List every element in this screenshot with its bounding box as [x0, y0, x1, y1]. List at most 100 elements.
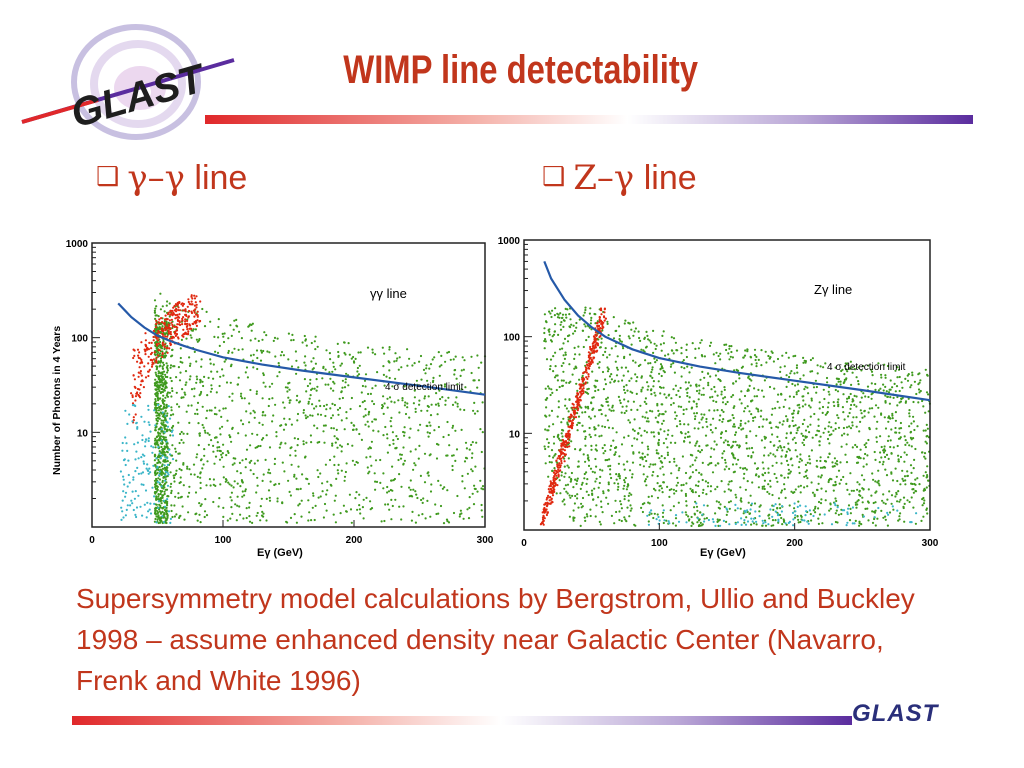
red-point	[139, 392, 142, 395]
green-point	[180, 396, 183, 399]
green-point	[213, 462, 216, 465]
green-point	[803, 486, 806, 489]
green-point	[661, 465, 664, 468]
green-point	[697, 347, 700, 350]
green-point	[879, 435, 882, 438]
green-point	[268, 496, 271, 499]
green-point	[417, 457, 420, 460]
red-point	[199, 300, 202, 303]
cyan-point	[141, 438, 144, 442]
green-point	[463, 487, 466, 490]
green-point	[475, 441, 478, 444]
green-point	[215, 436, 218, 439]
green-point	[282, 428, 286, 431]
green-point	[159, 357, 163, 360]
green-point	[197, 422, 200, 425]
green-point	[630, 507, 633, 510]
green-point	[390, 498, 393, 501]
green-point	[408, 495, 411, 498]
cyan-point	[159, 456, 162, 460]
green-point	[785, 436, 788, 439]
green-point	[290, 423, 293, 426]
cyan-point	[135, 506, 139, 509]
green-point	[768, 517, 771, 520]
green-point	[543, 327, 546, 330]
green-point	[631, 444, 634, 447]
green-point	[290, 463, 293, 466]
detection-limit-curve	[117, 302, 486, 396]
green-point	[882, 451, 886, 454]
green-point	[544, 338, 547, 341]
green-point	[854, 519, 857, 522]
green-point	[205, 514, 209, 517]
green-point	[203, 510, 207, 513]
green-point	[439, 397, 442, 401]
green-point	[926, 427, 929, 430]
green-point	[855, 395, 858, 398]
green-point	[221, 425, 224, 428]
red-point	[192, 309, 195, 312]
red-point	[157, 342, 160, 345]
green-point	[180, 469, 183, 472]
green-point	[559, 328, 563, 331]
green-point	[158, 466, 161, 469]
green-point	[782, 405, 785, 408]
green-point	[591, 493, 594, 496]
cyan-point	[146, 463, 149, 466]
green-point	[880, 412, 883, 415]
green-point	[548, 330, 551, 333]
green-point	[231, 399, 234, 402]
red-point	[578, 383, 582, 386]
green-point	[802, 374, 805, 377]
green-point	[680, 405, 683, 408]
green-point	[256, 511, 259, 515]
green-point	[161, 430, 164, 433]
green-point	[742, 356, 745, 359]
green-point	[594, 386, 597, 389]
green-point	[426, 404, 429, 408]
green-point	[637, 432, 640, 435]
green-point	[755, 365, 758, 368]
green-point	[780, 516, 783, 520]
green-point	[645, 459, 648, 463]
green-point	[572, 509, 575, 512]
green-point	[652, 329, 655, 332]
red-point	[139, 383, 142, 386]
green-point	[904, 483, 907, 486]
green-point	[586, 478, 589, 481]
cyan-point	[155, 457, 158, 460]
green-point	[295, 372, 298, 375]
green-point	[827, 390, 830, 393]
green-point	[172, 474, 175, 477]
red-point	[176, 323, 179, 326]
green-point	[201, 405, 204, 408]
green-point	[773, 472, 776, 476]
green-point	[203, 375, 206, 378]
green-point	[674, 524, 677, 527]
green-point	[803, 475, 806, 478]
green-point	[244, 371, 247, 374]
green-point	[472, 409, 475, 412]
green-point	[785, 374, 788, 377]
green-point	[619, 339, 622, 342]
green-point	[222, 407, 225, 410]
green-point	[897, 458, 900, 461]
green-point	[261, 338, 264, 341]
green-point	[170, 387, 174, 390]
red-point	[580, 393, 583, 396]
red-point	[161, 355, 164, 358]
green-point	[717, 501, 721, 504]
green-point	[299, 487, 302, 490]
green-point	[617, 462, 620, 465]
red-point	[172, 336, 175, 339]
green-point	[850, 403, 853, 407]
red-point	[158, 318, 161, 321]
green-point	[704, 480, 707, 483]
green-point	[401, 397, 404, 400]
green-point	[460, 369, 463, 372]
green-point	[714, 427, 717, 430]
green-point	[619, 401, 622, 405]
green-point	[398, 356, 401, 359]
green-point	[196, 453, 199, 456]
green-point	[588, 415, 591, 418]
